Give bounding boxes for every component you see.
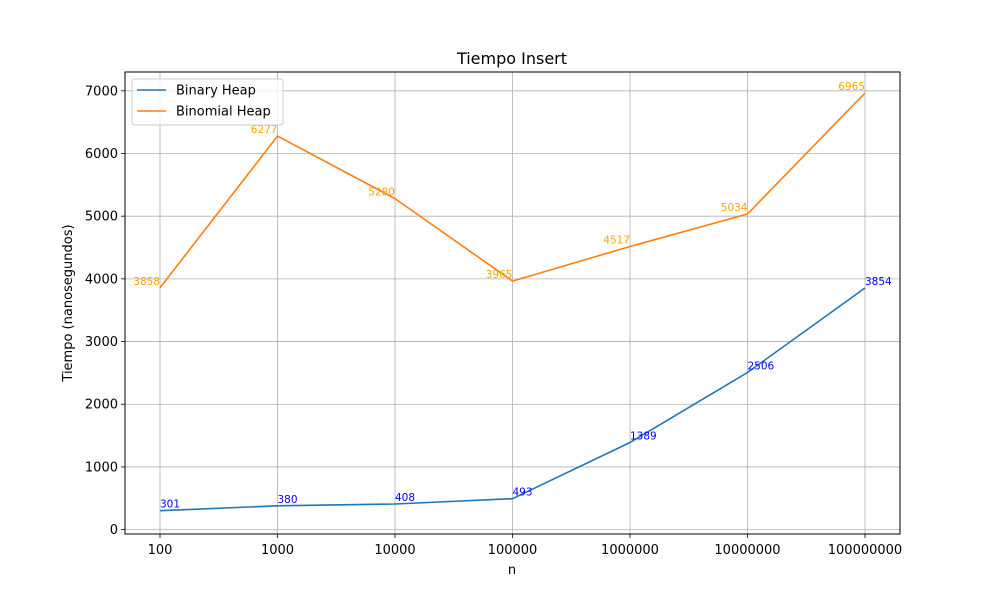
binomial-heap-data-label: 4517 [603, 234, 630, 246]
binary-heap-data-label: 408 [395, 492, 415, 504]
x-tick-label: 1000 [261, 543, 294, 558]
legend-box [131, 78, 284, 126]
y-tick-label: 3000 [85, 335, 118, 350]
y-tick-label: 7000 [85, 84, 118, 99]
binary-heap-data-label: 301 [160, 499, 180, 511]
x-axis-label: n [508, 563, 516, 578]
binomial-heap-data-label: 5034 [721, 202, 748, 214]
binomial-heap-data-label: 3858 [133, 276, 160, 288]
binomial-heap-line [159, 92, 866, 289]
binomial-heap-data-label: 5280 [368, 187, 395, 199]
x-tick-label: 100000 [488, 543, 538, 558]
y-tick-label: 4000 [85, 272, 118, 287]
data-labels: 301 380 408 493 1389 2506 3854 3858 6277 5280 3965… [133, 81, 892, 511]
binary-heap-data-label: 3854 [865, 276, 892, 288]
chart-title: Tiempo Insert [456, 49, 567, 68]
binomial-heap-data-label: 3965 [486, 269, 513, 281]
legend-binomial-heap-label: Binomial Heap [176, 105, 271, 120]
x-tick-label: 10000000 [714, 543, 780, 558]
binomial-heap-data-label: 6277 [251, 124, 278, 136]
binary-heap-data-label: 380 [278, 494, 298, 506]
x-tick-label: 100 [148, 543, 173, 558]
legend-binary-heap-label: Binary Heap [176, 84, 256, 99]
y-tick-label: 1000 [85, 460, 118, 475]
binary-heap-data-label: 2506 [748, 361, 775, 373]
y-tick-label: 5000 [85, 210, 118, 225]
y-axis-ticks: 0 1000 2000 3000 4000 5000 6000 7000 [85, 84, 125, 538]
series-lines [159, 92, 866, 512]
binary-heap-line [159, 287, 866, 512]
binary-heap-data-label: 1389 [630, 431, 657, 443]
y-tick-label: 0 [110, 523, 118, 538]
x-axis-ticks: 100 1000 10000 100000 1000000 10000000 1000000… [148, 534, 902, 558]
grid-lines [125, 72, 900, 534]
binary-heap-data-label: 493 [513, 487, 533, 499]
x-tick-label: 10000 [374, 543, 415, 558]
binomial-heap-data-label: 6965 [838, 81, 865, 93]
y-tick-label: 6000 [85, 147, 118, 162]
x-tick-label: 1000000 [601, 543, 659, 558]
y-tick-label: 2000 [85, 398, 118, 413]
x-tick-label: 100000000 [828, 543, 902, 558]
y-axis-label: Tiempo (nanosegundos) [61, 224, 76, 382]
legend: Binary Heap Binomial Heap [131, 78, 284, 126]
